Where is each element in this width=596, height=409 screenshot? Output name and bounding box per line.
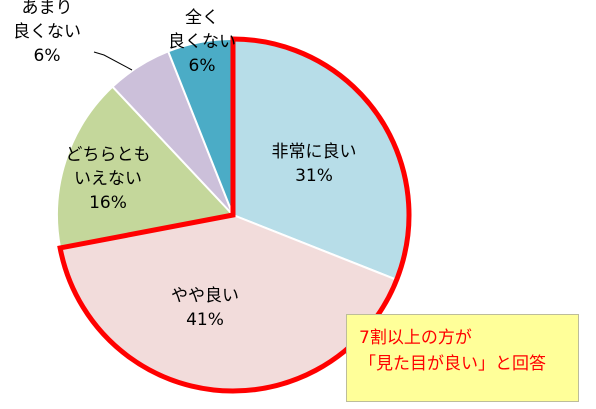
- data-label-very-bad: 6%: [189, 56, 216, 76]
- category-label-neutral: どちらとも: [66, 145, 151, 165]
- category-label-very-bad: 良くない: [168, 32, 236, 52]
- callout-line-2: 「見た目が良い」と回答: [359, 354, 546, 374]
- callout-box: 7割以上の方が 「見た目が良い」と回答: [346, 314, 579, 402]
- slice-neutral: [56, 85, 235, 250]
- leader-lines: [93, 51, 133, 71]
- leader-line-somewhat-bad: [93, 51, 133, 71]
- data-label-very-good: 31%: [295, 166, 333, 186]
- category-label-somewhat-bad: 良くない: [13, 22, 81, 42]
- category-label-very-bad: 全く: [185, 8, 219, 28]
- data-label-somewhat-good: 41%: [186, 310, 224, 330]
- category-label-neutral: いえない: [74, 169, 142, 189]
- category-label-somewhat-bad: あまり: [22, 0, 73, 18]
- category-label-somewhat-good: やや良い: [171, 286, 239, 306]
- callout-line-1: 7割以上の方が: [359, 328, 472, 348]
- data-label-neutral: 16%: [89, 193, 127, 213]
- category-label-very-good: 非常に良い: [272, 142, 357, 162]
- data-label-somewhat-bad: 6%: [34, 46, 61, 66]
